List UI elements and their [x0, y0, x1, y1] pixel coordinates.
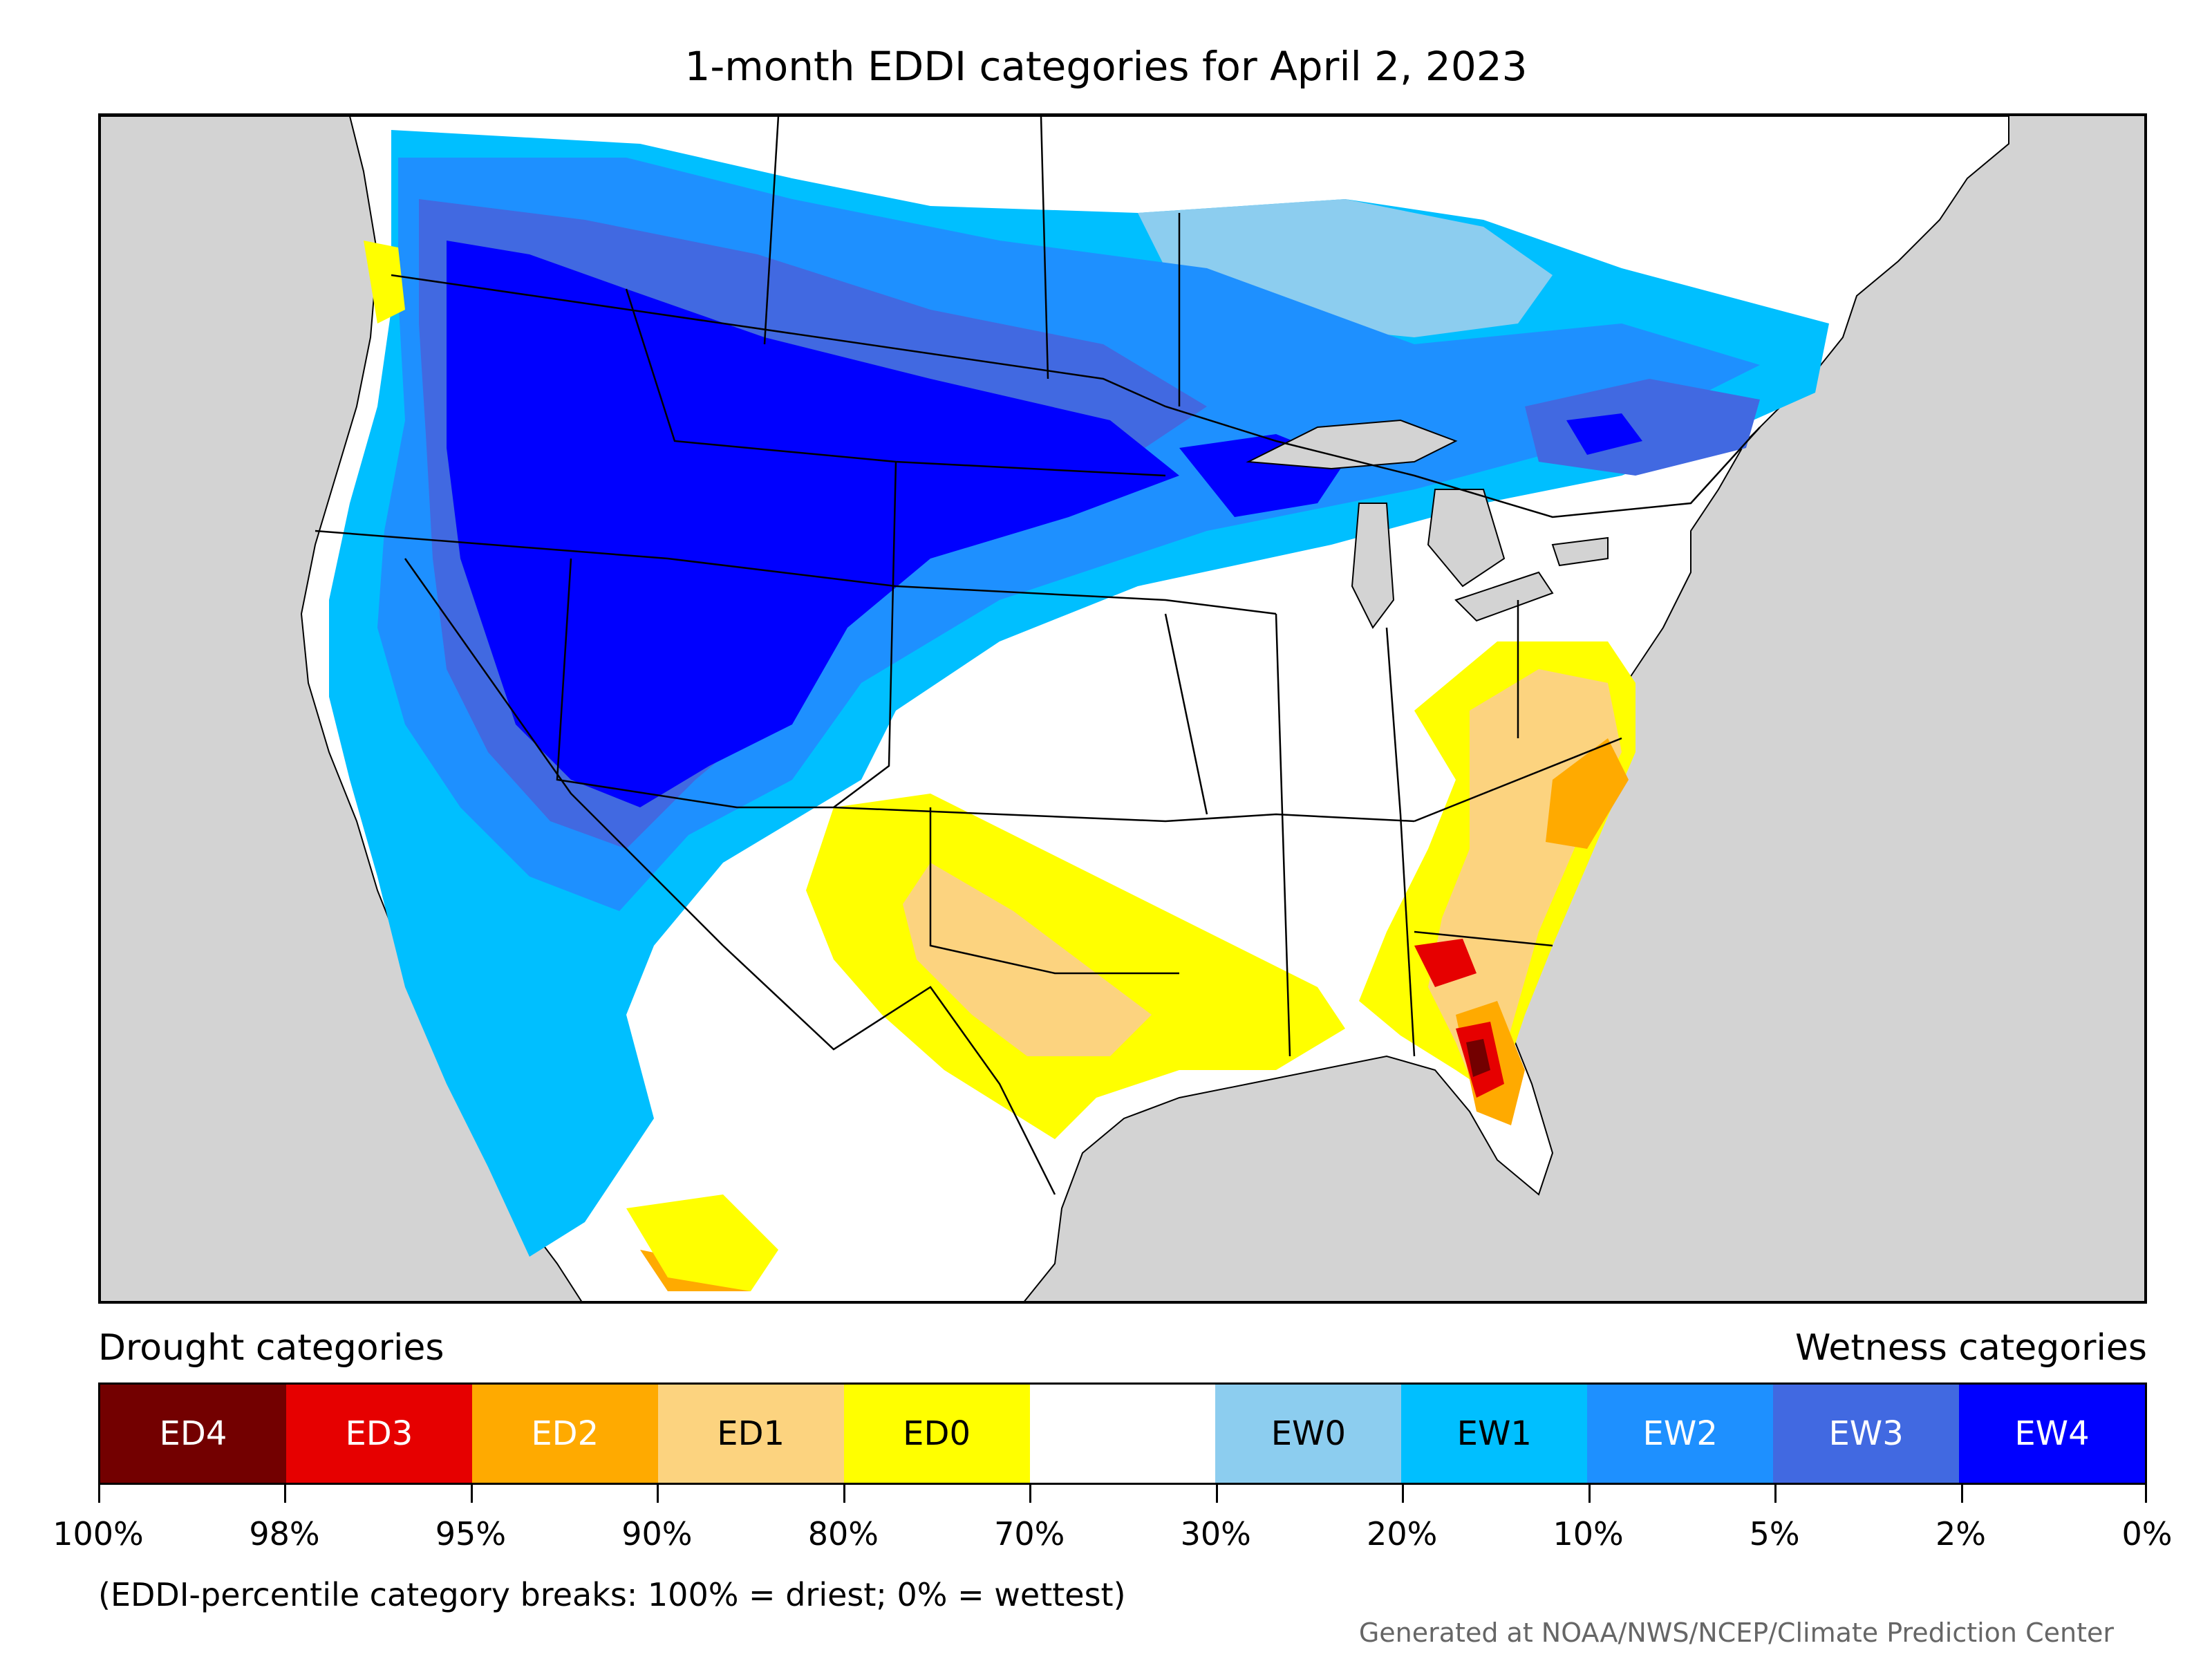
- colorbar-tick: [2145, 1485, 2147, 1503]
- boundary-line: [1399, 814, 1416, 1057]
- colorbar-tick-label: 10%: [1553, 1515, 1624, 1553]
- boundary-line: [833, 461, 897, 808]
- colorbar-tick-label: 2%: [1936, 1515, 1987, 1553]
- credit-text: Generated at NOAA/NWS/NCEP/Climate Predi…: [1358, 1618, 2114, 1648]
- colorbar-tick-label: 98%: [249, 1515, 320, 1553]
- region-ed0-mexico: [626, 1194, 778, 1291]
- boundary-line: [763, 116, 780, 345]
- colorbar-tick: [1960, 1485, 1963, 1503]
- boundary-line: [1414, 930, 1553, 947]
- colorbar-tick-label: 20%: [1367, 1515, 1438, 1553]
- colorbar-cell-ew2: EW2: [1587, 1385, 1774, 1483]
- colorbar-cell-ed4: ED4: [100, 1385, 286, 1483]
- boundary-line: [929, 807, 1179, 975]
- lake-erie: [1454, 571, 1554, 622]
- category-breaks-note: (EDDI-percentile category breaks: 100% =…: [98, 1576, 1126, 1613]
- region-ed2-carolinas: [1546, 738, 1629, 849]
- wetness-regions: [329, 130, 1829, 1257]
- colorbar-tick: [1402, 1485, 1405, 1503]
- colorbar-tick-label: 30%: [1180, 1515, 1251, 1553]
- colorbar-tick-label: 95%: [435, 1515, 507, 1553]
- great-lakes: [1246, 419, 1609, 629]
- region-ed3-georgia: [1414, 939, 1477, 987]
- lake-michigan: [1351, 503, 1395, 629]
- colorbar-tick-label: 100%: [53, 1515, 144, 1553]
- region-ew4-core: [447, 241, 1179, 807]
- colorbar-tick: [1029, 1485, 1032, 1503]
- colorbar-ticks: [98, 1485, 2147, 1506]
- colorbar-tick-label: 80%: [807, 1515, 879, 1553]
- boundary-line: [833, 806, 1415, 823]
- boundary-line: [1275, 613, 1291, 1057]
- colorbar-tick: [470, 1485, 473, 1503]
- colorbar-cell-ed1: ED1: [657, 1385, 844, 1483]
- map-canvas: [101, 116, 2009, 1301]
- colorbar-tick-label: 0%: [2121, 1515, 2173, 1553]
- colorbar-cell-ed2: ED2: [471, 1385, 658, 1483]
- colorbar-cell-ew3: EW3: [1773, 1385, 1960, 1483]
- boundary-line: [1164, 613, 1208, 815]
- colorbar-cell-ew0: EW0: [1215, 1385, 1402, 1483]
- lake-superior: [1246, 419, 1458, 470]
- colorbar-cell-ed3: ED3: [285, 1385, 472, 1483]
- region-ed1-texas: [903, 863, 1152, 1056]
- colorbar-tick: [843, 1485, 845, 1503]
- boundary-line: [1385, 627, 1402, 815]
- region-ew4-quebec: [1566, 413, 1642, 455]
- colorbar-tick: [98, 1485, 100, 1503]
- colorbar-tick-label: 5%: [1749, 1515, 1800, 1553]
- drought-regions: [364, 241, 1635, 1291]
- lake-huron: [1427, 489, 1506, 588]
- boundary-line: [1040, 116, 1049, 379]
- region-ed0-pacific-nw: [364, 241, 405, 324]
- lake-ontario: [1551, 536, 1609, 567]
- boundary-line: [404, 558, 724, 946]
- colorbar-tick: [657, 1485, 659, 1503]
- colorbar-cell-normal: [1029, 1385, 1216, 1483]
- colorbar-tick: [1588, 1485, 1591, 1503]
- map-title: 1-month EDDI categories for April 2, 202…: [684, 43, 1528, 90]
- us-canada-border: [391, 274, 1761, 518]
- colorbar-cell-ew1: EW1: [1401, 1385, 1588, 1483]
- colorbar-tick-label: 90%: [621, 1515, 693, 1553]
- boundaries: [315, 116, 1761, 1195]
- drought-categories-heading: Drought categories: [98, 1327, 444, 1369]
- colorbar-tick: [1774, 1485, 1777, 1503]
- region-ew3-northeast: [1525, 379, 1760, 476]
- boundary-line: [625, 288, 1166, 477]
- wetness-categories-heading: Wetness categories: [1795, 1327, 2147, 1369]
- colorbar-tick-label: 70%: [994, 1515, 1065, 1553]
- category-colorbar: ED4 ED3 ED2 ED1 ED0 EW0 EW1 EW2 EW3 EW4: [98, 1382, 2147, 1485]
- region-ed4-florida: [1466, 1039, 1490, 1077]
- boundary-line: [315, 529, 1277, 615]
- boundary-line: [722, 945, 1056, 1195]
- colorbar-tick: [1215, 1485, 1218, 1503]
- colorbar-cell-ed0: ED0: [843, 1385, 1030, 1483]
- boundary-line: [556, 558, 834, 809]
- boundary-line: [1414, 737, 1622, 823]
- colorbar-cell-ew4: EW4: [1959, 1385, 2145, 1483]
- colorbar-tick: [284, 1485, 287, 1503]
- eddi-map: [98, 113, 2147, 1304]
